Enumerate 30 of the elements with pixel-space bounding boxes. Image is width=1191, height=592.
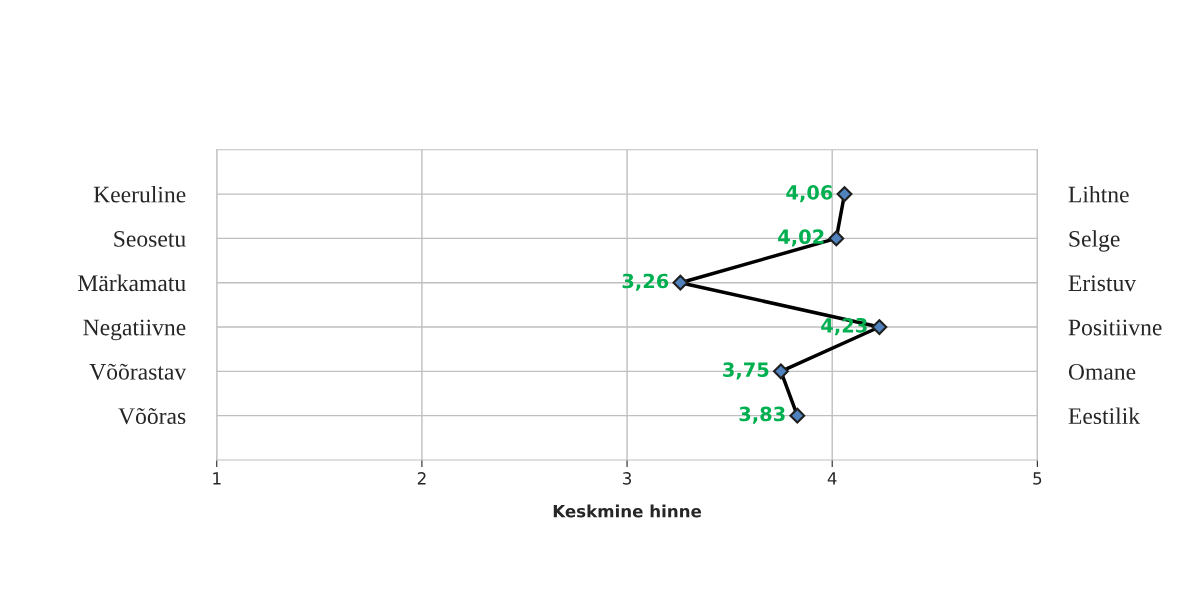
x-tick-label: 4 <box>827 472 837 485</box>
y-tick-label: Märkamatu <box>78 274 186 292</box>
point <box>672 274 689 291</box>
point <box>773 363 789 380</box>
y2-tick-label: Lihtne <box>1068 185 1129 203</box>
y2-tick-label: Eestilik <box>1068 407 1141 425</box>
data-label: 4,23 <box>821 317 867 336</box>
data-label: 3,26 <box>622 273 669 291</box>
data-label: 3,75 <box>723 362 769 380</box>
x-tick-label: 1 <box>213 472 221 485</box>
x-tick-label: 5 <box>1033 472 1042 485</box>
data-label: 4,02 <box>778 229 824 247</box>
y-tick-label: Võõrastav <box>89 363 187 380</box>
point <box>836 186 853 203</box>
point <box>828 230 845 247</box>
y-tick-label: Keeruline <box>93 185 186 203</box>
y2-tick-label: Omane <box>1068 363 1136 380</box>
x-axis-title: Keskmine hinne <box>553 504 702 518</box>
x-tick-label: 2 <box>417 472 426 485</box>
y2-tick-label: Selge <box>1069 230 1120 252</box>
y-tick-label: Negatiivne <box>83 319 186 341</box>
data-label: 4,06 <box>786 185 833 203</box>
point <box>789 407 806 424</box>
y-tick-label: Seosetu <box>114 230 186 247</box>
data-label: 3,83 <box>739 406 785 424</box>
y2-tick-label: Positiivne <box>1068 319 1162 336</box>
y2-tick-label: Eristuv <box>1068 275 1137 292</box>
y-tick-label: Võõras <box>118 407 186 425</box>
x-tick-label: 3 <box>623 472 632 485</box>
point <box>871 319 888 335</box>
